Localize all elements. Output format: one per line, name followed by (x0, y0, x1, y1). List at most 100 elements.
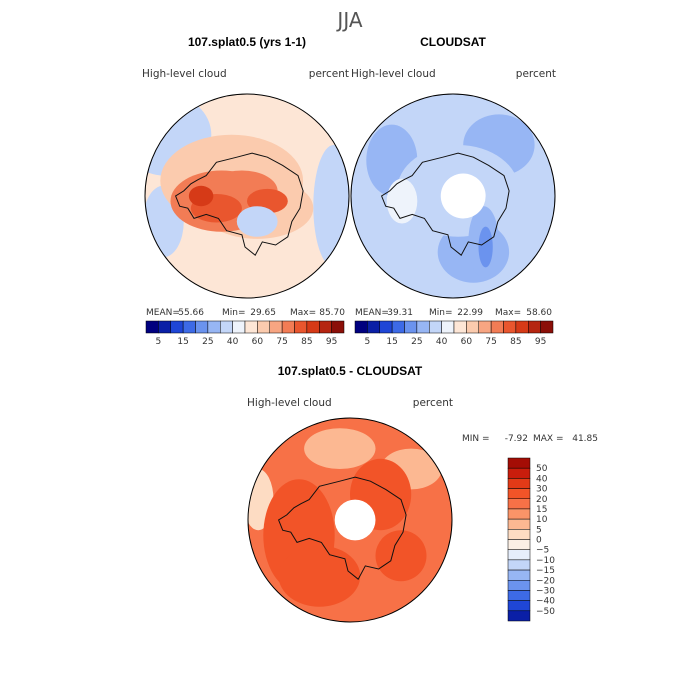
colorbar-tick-label: 85 (301, 337, 312, 347)
colorbar-swatch (441, 320, 455, 334)
colorbar-swatch (507, 569, 531, 581)
panel-3-max-label: MAX = (533, 434, 564, 444)
colorbar-swatch (478, 320, 492, 334)
contour-region (278, 545, 361, 607)
panel-1-left-label: High-level cloud (142, 68, 227, 80)
panel-1-mean-value: 55.66 (178, 308, 204, 318)
panel-3-left-label: High-level cloud (247, 397, 332, 409)
panel-1-max-value: 85.70 (319, 308, 345, 318)
colorbar-swatch (507, 478, 531, 489)
missing-data-region (334, 499, 376, 541)
panel-2-right-label: percent (516, 68, 556, 80)
colorbar-swatch (331, 320, 345, 334)
colorbar-tick-label: 40 (436, 337, 448, 347)
panel-3-map (247, 417, 453, 623)
colorbar-tick-label: 25 (411, 337, 422, 347)
figure-title: JJA (335, 8, 362, 32)
panel-2-max-label: Max= (495, 308, 521, 318)
colorbar-tick-label: 20 (536, 495, 548, 505)
colorbar-swatch (453, 320, 467, 334)
map-border (350, 93, 556, 299)
colorbar-tick-label: 25 (202, 337, 213, 347)
colorbar-tick-label: 0 (536, 536, 542, 546)
colorbar-tick-label: 60 (252, 337, 264, 347)
colorbar-swatch (379, 320, 393, 334)
colorbar-swatch (404, 320, 418, 334)
colorbar-swatch (507, 580, 531, 591)
colorbar-swatch (507, 559, 531, 571)
panel-2-max-value: 58.60 (526, 308, 552, 318)
colorbar-swatch (170, 320, 184, 334)
colorbar-tick-label: 5 (156, 337, 162, 347)
panel-1-colorbar: 5 15 25 40 60 75 85 95 (145, 320, 345, 347)
colorbar-swatch (269, 320, 283, 334)
colorbar-tick-label: 5 (536, 525, 542, 535)
colorbar-swatch (158, 320, 171, 334)
colorbar-tick-label: −5 (536, 546, 549, 556)
colorbar-tick-label: −10 (536, 556, 555, 566)
antarctica-coastline (174, 152, 304, 256)
colorbar-swatch (507, 529, 531, 540)
colorbar-swatch (515, 320, 529, 334)
colorbar-tick-label: 40 (227, 337, 239, 347)
colorbar-swatch (391, 320, 405, 334)
antarctica-coastline (277, 476, 407, 580)
panel-2-stats: MEAN= 39.31 Min= 22.99 Max= 58.60 (355, 308, 552, 318)
contour-region (375, 530, 427, 582)
antarctica-coastline (380, 152, 510, 256)
colorbar-swatch (232, 320, 246, 334)
colorbar-swatch (244, 320, 258, 334)
colorbar-swatch (490, 320, 504, 334)
colorbar-swatch (466, 320, 479, 334)
colorbar-swatch (306, 320, 320, 334)
colorbar-swatch (207, 320, 221, 334)
contour-region (386, 178, 418, 224)
colorbar-swatch (507, 508, 531, 520)
colorbar-swatch (503, 320, 517, 334)
colorbar-swatch (416, 320, 430, 334)
map-border (144, 93, 350, 299)
contour-region (188, 185, 214, 207)
panel-2-min-value: 22.99 (457, 308, 483, 318)
colorbar-swatch (507, 539, 531, 550)
colorbar-tick-label: 50 (536, 464, 548, 474)
panel-2-colorbar: 5 15 25 40 60 75 85 95 (354, 320, 554, 347)
colorbar-tick-label: 85 (510, 337, 521, 347)
colorbar-tick-label: −15 (536, 566, 555, 576)
colorbar-swatch (182, 320, 196, 334)
panel-1-max-label: Max= (290, 308, 316, 318)
colorbar-swatch (507, 590, 531, 601)
panel-3-right-label: percent (413, 397, 453, 409)
panel-1-title: 107.splat0.5 (yrs 1-1) (188, 35, 306, 49)
colorbar-tick-label: 95 (326, 337, 337, 347)
panel-2-left-label: High-level cloud (351, 68, 436, 80)
colorbar-swatch (319, 320, 332, 334)
colorbar-swatch (540, 320, 554, 334)
colorbar-tick-label: −30 (536, 586, 555, 596)
panel-2-map (350, 93, 556, 299)
panel-3-stats: MIN = -7.92 MAX = 41.85 (462, 434, 598, 444)
panel-3-title: 107.splat0.5 - CLOUDSAT (278, 364, 423, 378)
colorbar-swatch (507, 488, 531, 499)
colorbar-swatch (354, 320, 368, 334)
colorbar-swatch (507, 467, 531, 479)
panel-2-mean-label: MEAN= (355, 308, 389, 318)
panel-1-map (144, 93, 350, 299)
colorbar-tick-label: 40 (536, 474, 548, 484)
contour-region (304, 428, 376, 469)
colorbar-tick-label: 15 (386, 337, 397, 347)
colorbar-tick-label: 95 (535, 337, 546, 347)
colorbar-tick-label: −20 (536, 576, 555, 586)
panel-3-min-value: -7.92 (505, 434, 528, 444)
map-border (247, 417, 453, 623)
colorbar-swatch (281, 320, 295, 334)
colorbar-swatch (195, 320, 209, 334)
colorbar-swatch (507, 518, 531, 530)
colorbar-swatch (145, 320, 159, 334)
panel-1-min-value: 29.65 (250, 308, 276, 318)
panel-3-min-label: MIN = (462, 434, 490, 444)
panel-1-min-label: Min= (222, 308, 246, 318)
colorbar-tick-label: 15 (177, 337, 188, 347)
panel-2-mean-value: 39.31 (387, 308, 413, 318)
